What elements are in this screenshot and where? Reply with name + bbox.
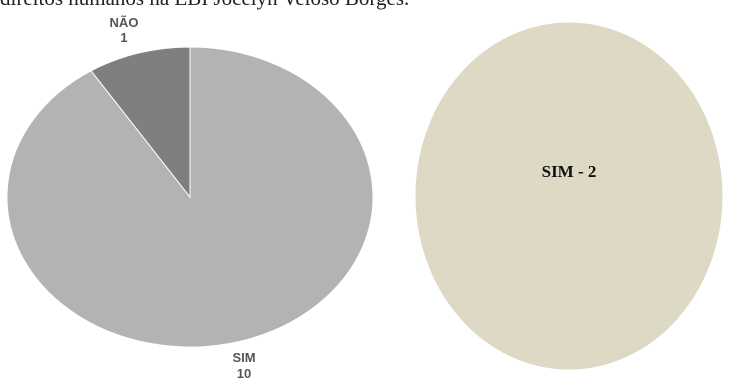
label-nao-name: NÃO bbox=[110, 15, 139, 30]
pie-slice-sim-right bbox=[415, 22, 723, 370]
label-sim-2: SIM - 2 bbox=[542, 162, 597, 181]
pie-chart-left: NÃO 1 SIM 10 bbox=[0, 0, 385, 388]
pie-chart-right: SIM - 2 bbox=[395, 0, 738, 388]
label-sim-name: SIM bbox=[232, 350, 255, 365]
label-nao-value: 1 bbox=[120, 30, 127, 45]
label-sim-value: 10 bbox=[237, 366, 251, 381]
